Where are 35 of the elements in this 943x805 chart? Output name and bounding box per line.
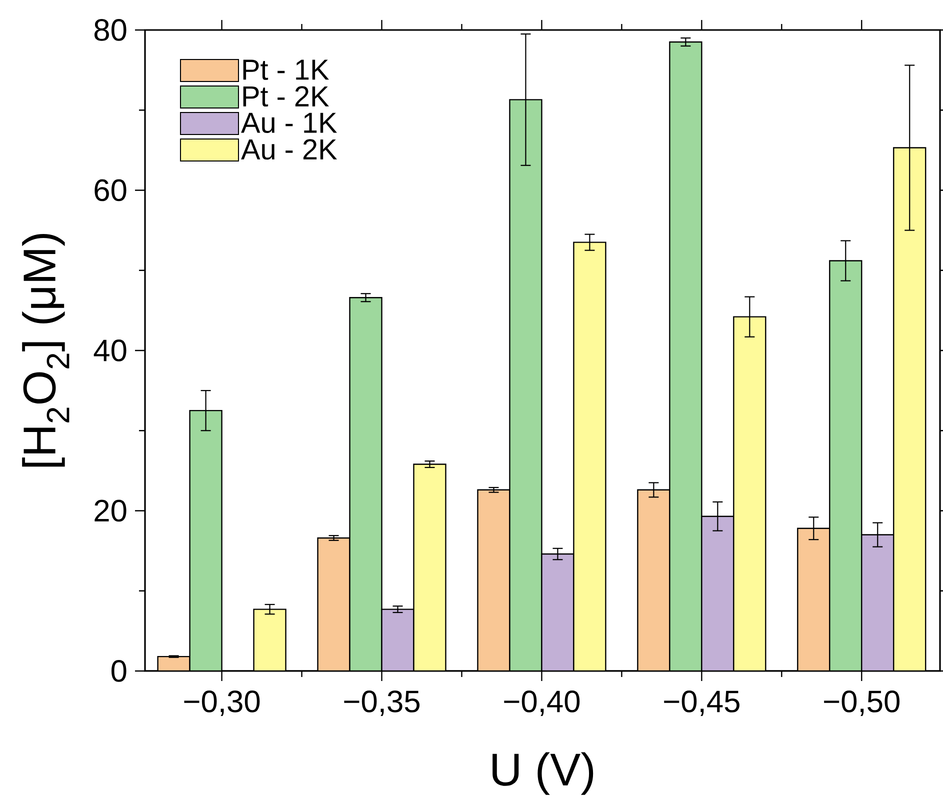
bar — [542, 554, 574, 671]
bar — [414, 464, 446, 671]
bar — [190, 410, 222, 671]
bar — [638, 490, 670, 671]
legend-label: Pt - 2K — [243, 86, 329, 107]
legend-label: Pt - 1K — [243, 60, 329, 80]
bar — [510, 100, 542, 671]
y-tick-label: 40 — [94, 340, 126, 362]
y-tick-label: 20 — [94, 500, 126, 522]
x-tick-label: −0,45 — [664, 690, 740, 716]
x-tick-label: −0,35 — [344, 690, 420, 716]
bar — [829, 260, 862, 671]
x-tick-label: −0,40 — [504, 690, 580, 716]
bar — [382, 609, 414, 671]
bar — [861, 534, 894, 671]
y-axis-title: [H$_{2}$O$_{2}$] (μM) — [22, 234, 70, 467]
bar — [350, 298, 382, 671]
bar — [734, 316, 766, 671]
bar — [702, 516, 734, 671]
y-tick-label: 60 — [94, 179, 126, 202]
bar — [893, 147, 926, 671]
x-tick-label: −0,30 — [184, 690, 260, 716]
bar — [670, 42, 702, 671]
bar — [158, 656, 190, 671]
y-tick-label: 80 — [94, 19, 126, 41]
x-axis-title: U (V) — [492, 752, 594, 795]
legend-label: Au - 1K — [241, 112, 337, 133]
bar — [574, 242, 606, 671]
bar — [797, 528, 830, 671]
bar — [478, 490, 510, 671]
x-tick-label: −0,50 — [824, 690, 900, 716]
bar — [318, 538, 350, 671]
legend-label: Au - 2K — [241, 139, 337, 160]
y-tick-label: 0 — [112, 660, 126, 682]
bar — [254, 609, 286, 671]
